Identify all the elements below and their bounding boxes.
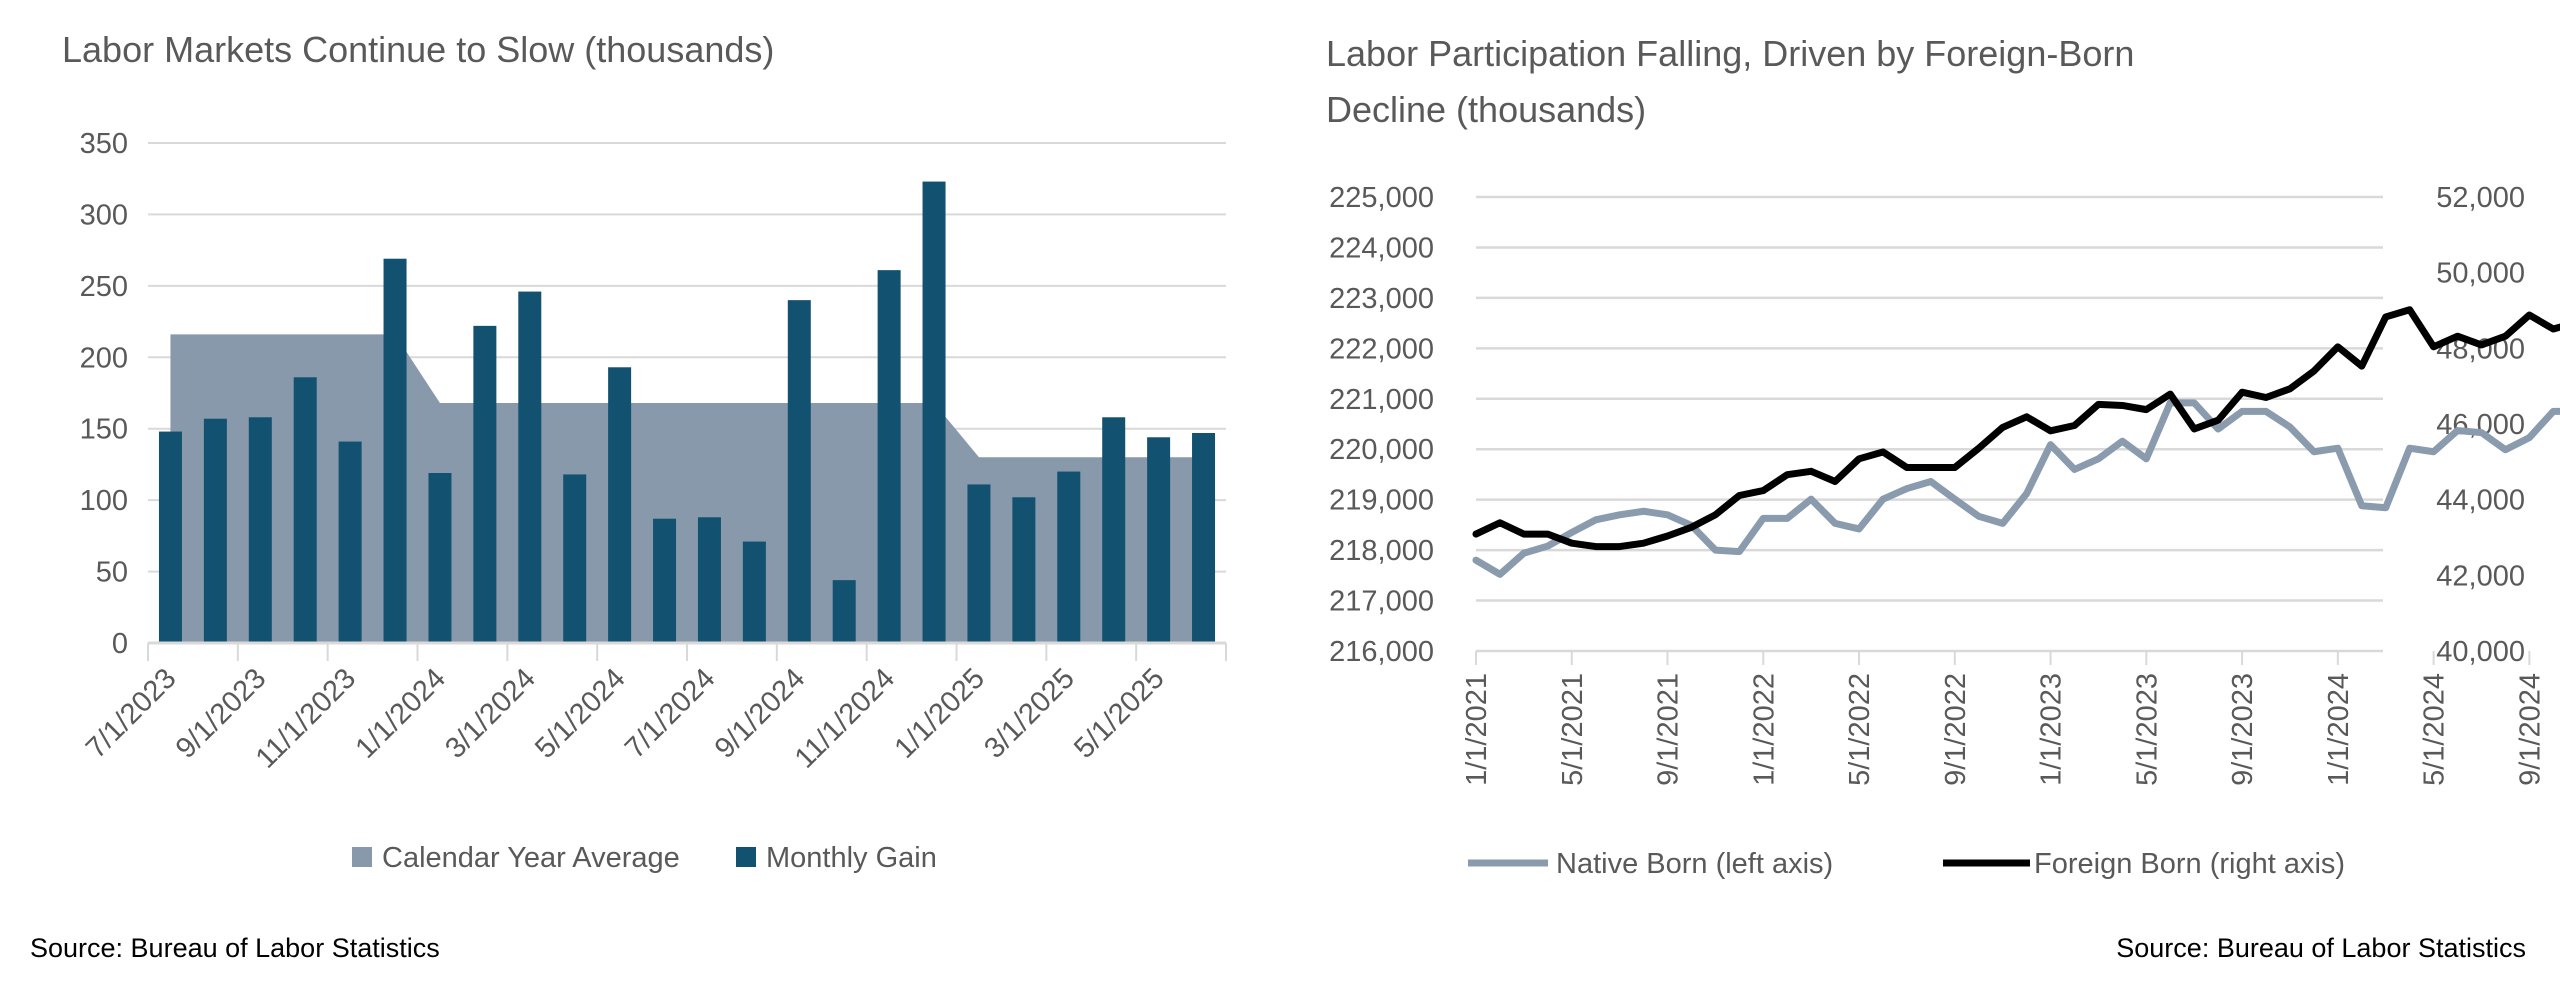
bar-monthly-gain <box>473 325 497 643</box>
y-right-tick-label: 44,000 <box>2436 485 2525 517</box>
bar-monthly-gain <box>697 517 721 643</box>
bar-monthly-gain <box>203 418 227 643</box>
y-tick-label: 300 <box>80 199 128 231</box>
y-left-tick-label: 221,000 <box>1329 384 1434 416</box>
bar-monthly-gain <box>383 258 407 643</box>
bar-monthly-gain <box>428 473 452 643</box>
bar-monthly-gain <box>877 270 901 643</box>
line-native-born <box>1472 399 2560 578</box>
y-tick-label: 100 <box>80 485 128 517</box>
y-left-tick-label: 220,000 <box>1329 434 1434 466</box>
x-tick-label: 3/1/2025 <box>978 662 1080 764</box>
y-left-tick-label: 216,000 <box>1329 636 1434 668</box>
line-foreign-born <box>1472 306 2560 551</box>
y-left-tick-label: 225,000 <box>1329 182 1434 214</box>
bar-monthly-gain <box>1012 497 1036 643</box>
bar-monthly-gain <box>653 518 677 643</box>
legend-swatch-calendar-year-average <box>352 847 372 867</box>
bar-monthly-gain <box>293 377 317 643</box>
bar-monthly-gain <box>832 580 856 643</box>
bar-monthly-gain <box>1057 471 1081 643</box>
y-left-tick-label: 223,000 <box>1329 283 1434 315</box>
y-left-tick-label: 219,000 <box>1329 485 1434 517</box>
x-tick-label: 5/1/2024 <box>2419 673 2451 786</box>
left-chart: 0501001502002503003507/1/20239/1/202311/… <box>80 128 1227 874</box>
area-calendar-year-average <box>170 334 1204 643</box>
right-chart: 216,000 217,000 218,000 219,000 220,000 221,0… <box>1329 182 2560 880</box>
legend-label-foreign-born: Foreign Born (right axis) <box>2034 848 2345 880</box>
bar-monthly-gain <box>967 484 991 643</box>
x-tick-label: 5/1/2024 <box>529 662 631 764</box>
y-left-tick-label: 217,000 <box>1329 586 1434 618</box>
legend-swatch-monthly-gain <box>736 847 756 867</box>
y-right-tick-label: 42,000 <box>2436 560 2525 592</box>
bar-monthly-gain <box>518 291 542 643</box>
left-chart-title: Labor Markets Continue to Slow (thousand… <box>62 29 774 70</box>
x-tick-label: 1/1/2023 <box>2036 673 2068 786</box>
y-tick-label: 150 <box>80 414 128 446</box>
x-tick-label: 9/1/2022 <box>1940 673 1972 786</box>
y-left-tick-label: 218,000 <box>1329 535 1434 567</box>
bar-monthly-gain <box>158 431 182 643</box>
y-right-tick-label: 50,000 <box>2436 258 2525 290</box>
x-tick-label: 9/1/2021 <box>1653 673 1685 786</box>
x-tick-label: 3/1/2024 <box>439 662 541 764</box>
x-tick-label: 5/1/2022 <box>1844 673 1876 786</box>
bar-monthly-gain <box>563 474 587 643</box>
y-tick-label: 200 <box>80 342 128 374</box>
left-source: Source: Bureau of Labor Statistics <box>30 933 440 963</box>
legend-label-calendar-year-average: Calendar Year Average <box>382 842 680 874</box>
bar-monthly-gain <box>742 541 766 643</box>
bar-monthly-gain <box>248 417 272 643</box>
y-tick-label: 50 <box>96 557 128 589</box>
right-chart-title-line-2: Decline (thousands) <box>1326 89 1646 130</box>
y-right-tick-label: 52,000 <box>2436 182 2525 214</box>
right-source: Source: Bureau of Labor Statistics <box>2116 933 2526 963</box>
x-tick-label: 1/1/2022 <box>1748 673 1780 786</box>
y-left-tick-label: 222,000 <box>1329 333 1434 365</box>
x-tick-label: 11/1/2024 <box>789 662 901 774</box>
x-tick-label: 1/1/2025 <box>889 662 991 764</box>
x-tick-label: 11/1/2023 <box>250 662 362 774</box>
bar-monthly-gain <box>338 441 362 643</box>
x-tick-label: 1/1/2024 <box>350 662 452 764</box>
y-tick-label: 0 <box>112 628 128 660</box>
bar-monthly-gain <box>1192 433 1216 643</box>
y-tick-label: 250 <box>80 271 128 303</box>
bar-monthly-gain <box>608 367 632 643</box>
x-tick-label: 5/1/2021 <box>1557 673 1589 786</box>
bar-monthly-gain <box>787 300 811 643</box>
right-chart-title-line-1: Labor Participation Falling, Driven by F… <box>1326 33 2134 74</box>
legend-label-native-born: Native Born (left axis) <box>1556 848 1833 880</box>
x-tick-label: 9/1/2023 <box>2227 673 2259 786</box>
x-tick-label: 7/1/2023 <box>80 662 182 764</box>
x-tick-label: 5/1/2023 <box>2131 673 2163 786</box>
y-tick-label: 350 <box>80 128 128 160</box>
x-tick-label: 9/1/2024 <box>2514 673 2546 786</box>
x-tick-label: 7/1/2024 <box>619 662 721 764</box>
y-left-tick-label: 224,000 <box>1329 232 1434 264</box>
x-tick-label: 1/1/2021 <box>1461 673 1493 786</box>
x-tick-label: 1/1/2024 <box>2323 673 2355 786</box>
y-right-tick-label: 40,000 <box>2436 636 2525 668</box>
bar-monthly-gain <box>1102 417 1126 643</box>
x-tick-label: 5/1/2025 <box>1068 662 1170 764</box>
bar-monthly-gain <box>1147 437 1171 643</box>
bar-monthly-gain <box>922 181 946 644</box>
legend-label-monthly-gain: Monthly Gain <box>766 842 937 874</box>
